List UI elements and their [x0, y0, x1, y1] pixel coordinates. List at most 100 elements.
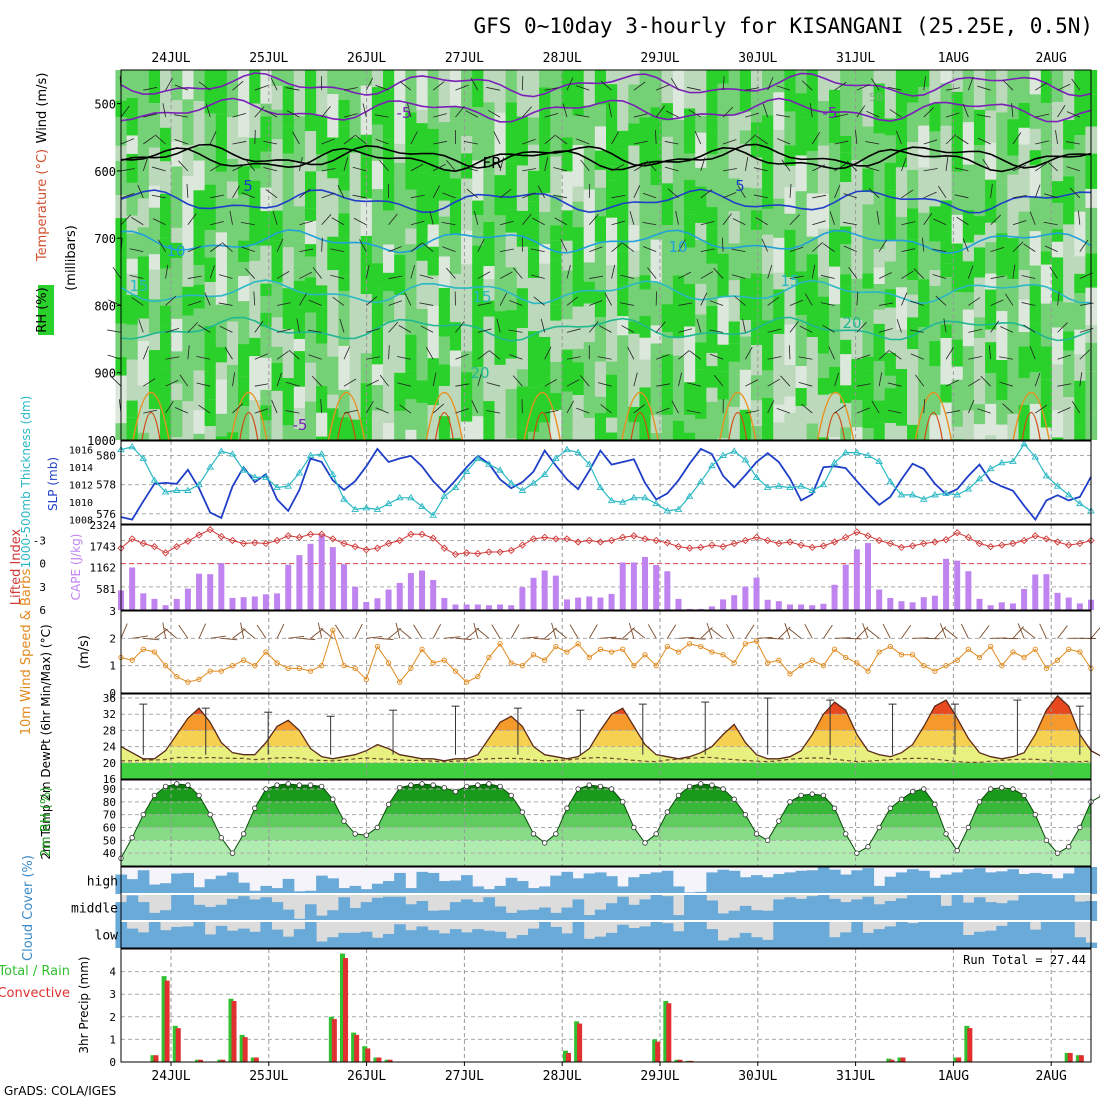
wind-barb — [399, 404, 412, 414]
rh-cell — [951, 171, 964, 215]
precip-total-bar — [328, 1016, 334, 1062]
bottom-date-label: 27JUL — [445, 1069, 484, 1084]
cloud-bar — [628, 904, 640, 921]
wind-speed-point — [642, 652, 648, 658]
rh-cell — [427, 91, 440, 129]
wind-barb — [1079, 349, 1091, 360]
lifted-index-point — [318, 530, 326, 538]
rh-cell — [316, 306, 328, 344]
rh-cell — [539, 263, 551, 299]
surface-contour — [239, 412, 259, 441]
rh-cell — [349, 138, 362, 153]
rh-cell — [193, 284, 206, 309]
cloud-bar — [1018, 921, 1031, 948]
rh-cell — [304, 131, 317, 172]
wind-speed-point — [765, 660, 771, 666]
rh-cell — [572, 201, 585, 228]
wind-barb-10m — [788, 627, 802, 639]
rh-cell — [996, 112, 1008, 137]
wind-barb — [470, 77, 479, 91]
isotherm-line — [120, 143, 1092, 169]
cloud-bar — [249, 931, 261, 948]
rh-cell — [449, 195, 462, 234]
rh-point — [608, 786, 615, 792]
wind-speed-point — [341, 663, 347, 669]
wind-barb — [499, 271, 513, 279]
wind-speed-point — [397, 679, 403, 685]
rh-cell — [271, 85, 284, 110]
wind-barb — [174, 84, 189, 91]
rh-cell — [293, 338, 306, 352]
rh-cell — [706, 305, 719, 353]
cloud-bar — [918, 921, 930, 948]
rh-cell — [684, 284, 696, 303]
rh-cell — [394, 295, 406, 332]
rh-cell — [985, 179, 997, 223]
rh-point — [162, 783, 169, 790]
wind-barb — [1055, 130, 1058, 145]
wind-barb-10m — [522, 636, 539, 639]
rh-cell — [1040, 70, 1053, 104]
rh-cell — [438, 416, 451, 440]
wind-speed-point — [932, 668, 938, 674]
wind-barb — [647, 267, 657, 279]
wind-barb — [321, 192, 336, 199]
rh-cell — [483, 266, 496, 280]
rh-cell — [572, 306, 585, 349]
rh-cell — [828, 178, 841, 206]
wind-barb — [921, 237, 925, 252]
wind-barb — [588, 213, 599, 225]
wind-frame — [120, 610, 1092, 694]
cloud-bar — [606, 876, 618, 894]
wind-barb — [901, 292, 908, 306]
wind-barb — [487, 109, 501, 118]
wind-barb — [276, 350, 289, 360]
wind-speed-point — [954, 657, 960, 663]
cape-bar — [931, 595, 938, 610]
rh-point — [709, 782, 715, 788]
thickness-point — [496, 466, 504, 473]
wind-barb — [432, 372, 437, 387]
rh-cell — [316, 385, 328, 413]
lifted-index-point — [641, 535, 649, 543]
wind-barb — [755, 135, 768, 145]
rh-cell — [929, 70, 942, 104]
rh-cell — [594, 104, 607, 127]
rh-cell — [338, 290, 351, 307]
rh-cell — [940, 70, 953, 84]
rh-cell — [762, 165, 774, 209]
rh-point — [553, 831, 559, 837]
wind-barb — [643, 246, 657, 253]
surface-contour — [719, 391, 757, 441]
rh-cell — [304, 208, 317, 221]
wind-barb — [240, 221, 255, 226]
cloud-bar — [985, 902, 997, 921]
cloud-bar — [148, 884, 161, 894]
rh-point — [185, 782, 191, 788]
wind-barb — [131, 217, 144, 226]
rh-cell — [338, 238, 351, 277]
rh-point — [820, 792, 827, 799]
rh-cell — [539, 70, 551, 88]
lifted-index-point — [184, 537, 192, 545]
wind-barb — [1012, 132, 1022, 145]
cape-bar — [552, 575, 559, 610]
precip-tick-label: 2 — [109, 1011, 116, 1024]
thickness-point — [685, 492, 694, 499]
wind-barb — [455, 353, 469, 360]
rh-cell — [840, 274, 852, 287]
cape-bar — [329, 547, 336, 610]
rh-cell — [606, 432, 618, 440]
rh-cell — [672, 372, 685, 421]
cape-bar — [965, 571, 972, 610]
wind-barb-10m — [1022, 628, 1036, 639]
wind-barb — [722, 139, 737, 145]
cape-bar — [998, 602, 1005, 610]
rh-cell — [371, 144, 384, 161]
wind-speed-point — [140, 646, 146, 652]
rh-cell — [1029, 265, 1042, 285]
rh-cell — [840, 403, 852, 428]
rh-cell — [561, 319, 574, 350]
wind-speed-point — [1021, 654, 1027, 661]
rh-cell — [973, 145, 986, 167]
